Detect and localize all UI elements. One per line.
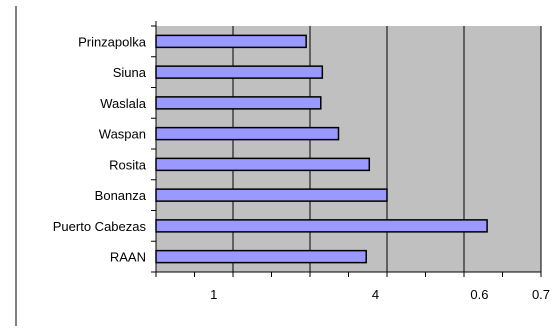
bar	[155, 219, 488, 233]
category-label: Siuna	[113, 65, 147, 80]
bar	[155, 65, 324, 79]
tick-labels: 1 4 0.6 0.7	[210, 287, 550, 302]
x-tick-label: 4	[372, 287, 379, 302]
x-tick-label: 1	[210, 287, 217, 302]
axes	[151, 21, 542, 277]
category-label: Rosita	[109, 157, 147, 172]
category-label: Puerto Cabezas	[53, 219, 147, 234]
bar	[155, 188, 388, 202]
category-label: Waslala	[100, 96, 147, 111]
category-label: RAAN	[110, 250, 146, 265]
category-label: Bonanza	[95, 188, 147, 203]
bar	[155, 249, 367, 264]
bar	[155, 126, 340, 141]
x-tick-label: 0.7	[532, 287, 550, 302]
x-tick-label: 0.6	[470, 287, 488, 302]
plot-area	[156, 26, 541, 272]
category-label: Prinzapolka	[78, 34, 147, 49]
category-labels: Prinzapolka Siuna Waslala Waspan Rosita Bonan…	[53, 34, 147, 264]
category-label: Waspan	[99, 127, 146, 142]
bar	[155, 157, 371, 172]
bar	[155, 34, 307, 49]
bar	[155, 96, 322, 110]
